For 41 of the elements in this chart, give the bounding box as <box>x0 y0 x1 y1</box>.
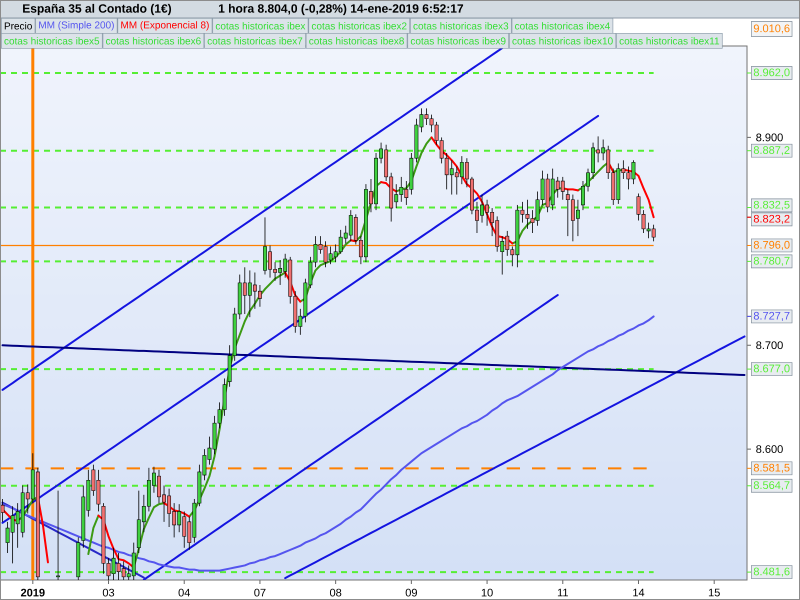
text: cotas historicas ibex9 <box>410 37 506 45</box>
x-tick-label: 04 <box>178 588 190 596</box>
text: MM (Simple 200) <box>39 21 114 30</box>
ref-line-label: 8.887,2 <box>754 146 790 156</box>
x-tick-label: 10 <box>482 588 493 596</box>
ref-line-label: 8.481,6 <box>754 568 790 577</box>
x-tick-label: 2019 <box>20 588 45 596</box>
text: cotas historicas ibex8 <box>309 37 404 45</box>
x-tick-label: 14 <box>633 588 644 596</box>
text: cotas historicas ibex11 <box>620 37 720 45</box>
text: cotas historicas ibex3 <box>413 22 508 30</box>
chart-title: España 35 al Contado (1€) <box>23 4 172 16</box>
text: cotas historicas ibex5 <box>4 37 100 45</box>
text: MM (Exponencial 8) <box>121 21 209 30</box>
y-tick-label: 8.900 <box>756 134 783 142</box>
ref-line-label: 8.564,7 <box>754 481 790 490</box>
x-tick-label: 11 <box>558 588 568 596</box>
ref-line-label: 8.581,5 <box>754 464 790 473</box>
x-tick-label: 03 <box>102 588 114 596</box>
ref-line-label: 8.796,0 <box>754 240 790 250</box>
text: cotas historicas ibex6 <box>106 37 201 45</box>
text: 9.010,6 <box>754 24 790 34</box>
text: cotas historicas ibex10 <box>512 37 613 45</box>
x-tick-label: 15 <box>708 588 720 596</box>
ref-line-label: 8.780,7 <box>754 256 790 266</box>
text: cotas historicas ibex7 <box>208 37 302 45</box>
y-tick-label: 8.823,2 <box>754 214 790 224</box>
text: Precio <box>4 22 32 30</box>
x-tick-label: 08 <box>330 588 342 596</box>
ref-line-label: 8.962,0 <box>754 68 790 78</box>
ref-line-label: 8.677,0 <box>754 364 790 374</box>
y-tick-label: 8.600 <box>756 445 783 453</box>
chart-subtitle: 1 hora 8.804,0 (-0,28%) 14-ene-2019 6:52:17 <box>218 4 464 16</box>
text: cotas historicas ibex4 <box>515 22 610 30</box>
x-tick-label: 07 <box>254 588 266 596</box>
x-tick-label: 09 <box>406 588 417 596</box>
text: cotas historicas ibex2 <box>312 22 407 30</box>
y-tick-label: 8.700 <box>756 341 783 350</box>
y-tick-label: 8.727,7 <box>754 312 790 321</box>
ref-line-label: 8.832,5 <box>754 200 790 210</box>
text: cotas historicas ibex <box>216 22 306 30</box>
